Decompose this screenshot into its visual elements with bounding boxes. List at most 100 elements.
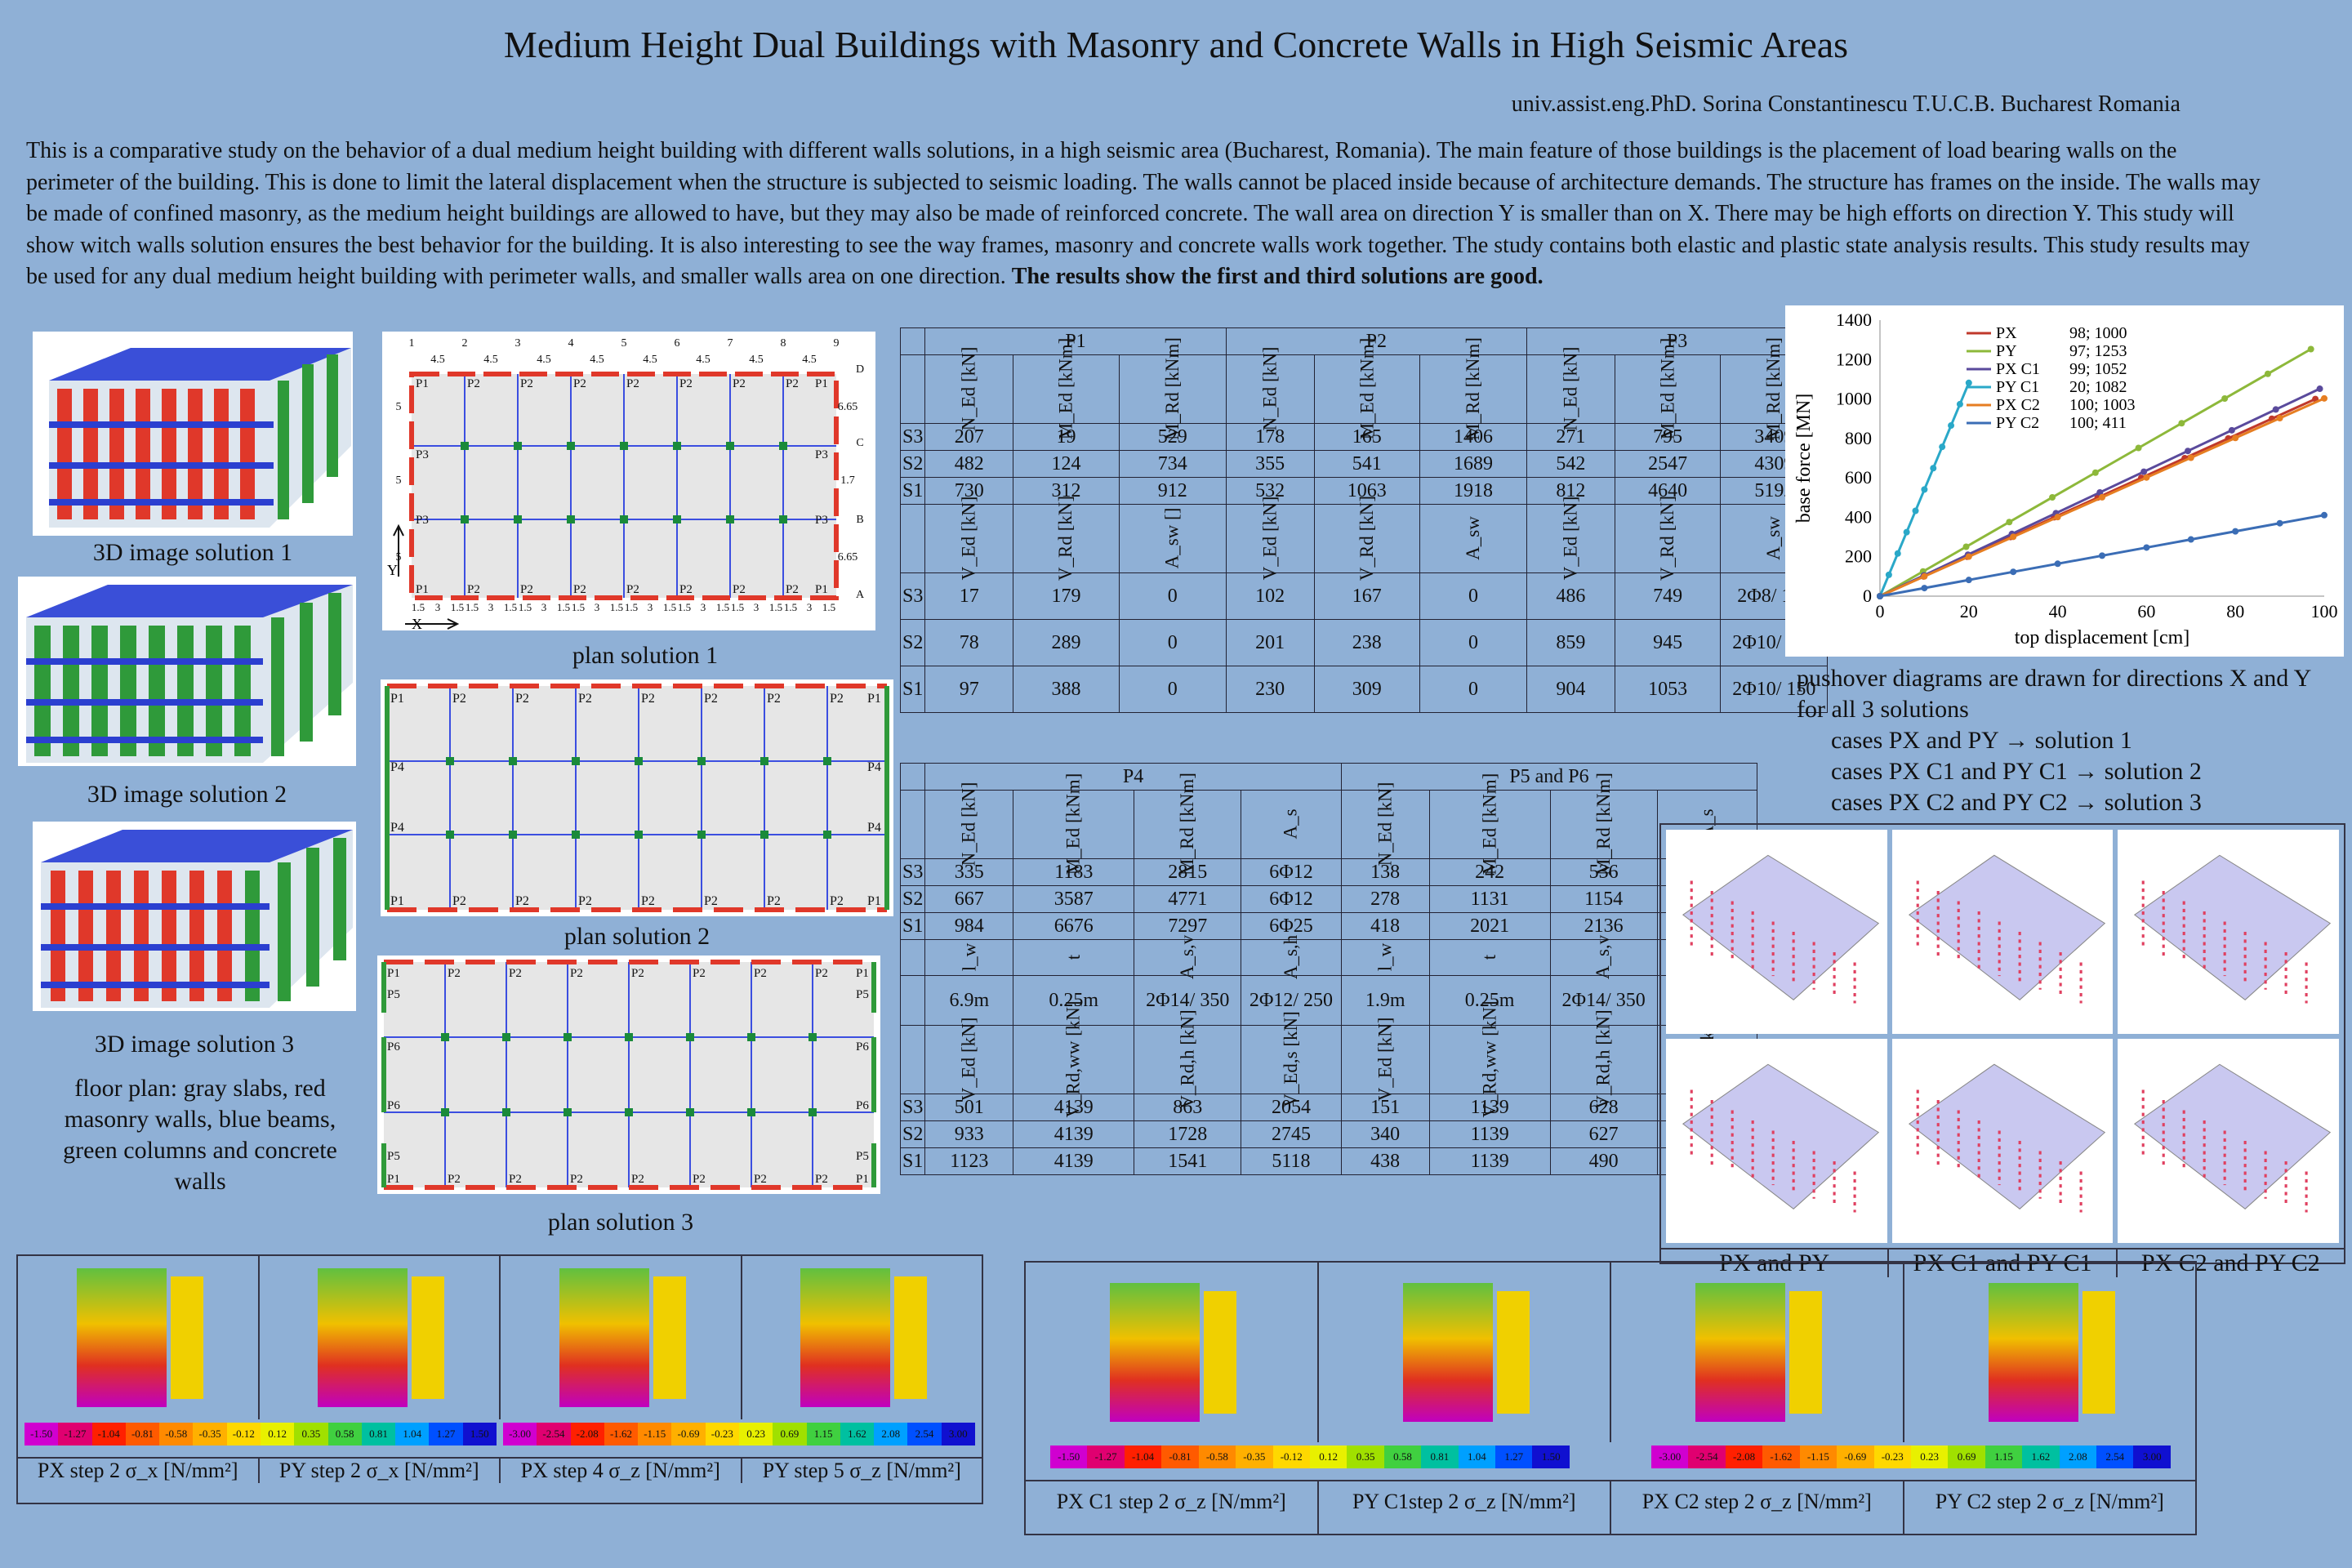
data-point: [2054, 560, 2061, 568]
scale-tick-label: 2.54: [907, 1423, 942, 1446]
data-point: [1894, 550, 1901, 557]
column-header: V_Rd [kN]: [1013, 496, 1120, 581]
plan2-p4-label: P4: [867, 821, 881, 835]
plan3-p2-label: P2: [754, 1173, 767, 1186]
stress-caption: PY C2 step 2 σ_z [N/mm²]: [1935, 1490, 2164, 1513]
table-cell: S1: [899, 477, 926, 505]
caption-3d-solution-1: 3D image solution 1: [92, 539, 293, 566]
plan1-p2-label: P2: [573, 377, 586, 390]
table-cell: 730: [924, 477, 1014, 505]
table-cell: 289: [1013, 619, 1120, 666]
hinge-model-drawing: [1682, 854, 1880, 1004]
column-header-label: A_s,v: [1177, 934, 1198, 980]
plan3-p2-label: P2: [448, 1173, 461, 1186]
plan-solution-3: P1 P1 P1 P1 P5 P5 P5 P5 P6 P6 P6 P6 P2 P…: [377, 956, 880, 1194]
plan1-dim-bottom: 1.5: [716, 601, 729, 613]
column-header: A_s,v: [1549, 935, 1658, 979]
column-header-label: V_Ed [kN]: [958, 496, 979, 581]
data-point: [1965, 577, 1972, 584]
scale-tick-label: 0.69: [773, 1423, 807, 1446]
column-header: V_Rd,h [kN]: [1134, 1009, 1242, 1109]
data-point: [1930, 465, 1937, 472]
plastic-hinge-model-image: [1666, 830, 1887, 1034]
column-header-label: V_Rd,ww [kN]: [1062, 1000, 1084, 1118]
plan1-dim-bottom: 1.5: [466, 601, 479, 613]
stress-map-image: [260, 1256, 501, 1419]
scale-tick-label: 1.15: [806, 1423, 840, 1446]
plan3-p2-label: P2: [570, 1173, 583, 1186]
plan1-p3-label: P3: [416, 448, 429, 461]
data-point: [1912, 507, 1919, 514]
plan1-dim: 4.5: [537, 354, 551, 366]
plastic-hinge-model-image: [1891, 830, 2114, 1034]
scale-tick-label: 1.62: [840, 1423, 875, 1446]
plastic-hinge-model-image: [2118, 830, 2339, 1034]
plan1-dim-bottom: 3: [488, 601, 494, 613]
table-cell: S3: [899, 423, 926, 451]
plan1-p3-label: P3: [815, 448, 828, 461]
scale-tick-label: -2.08: [1725, 1446, 1763, 1468]
x-tick-label: 100: [2311, 601, 2338, 621]
column-header-label: N_Ed [kN]: [1259, 346, 1281, 431]
plan1-p2-label: P2: [679, 377, 693, 390]
plan1-p3-label: P3: [416, 514, 429, 527]
table2-group-header: P4: [924, 763, 1342, 791]
data-point: [1877, 593, 1883, 599]
data-point: [1921, 572, 1928, 580]
legend-series-name: PX C2: [1996, 396, 2040, 414]
data-point: [2316, 385, 2323, 393]
stress-contour: [1988, 1283, 2115, 1422]
plan1-axis-label: 9: [834, 337, 840, 350]
table-cell: 734: [1118, 450, 1227, 478]
plan-solution-1: P1 P1 P1 P1 P2 P2 P2 P2 P2 P2 P2 P2 P2 P…: [382, 332, 875, 632]
column-header: N_Ed [kN]: [1225, 347, 1315, 430]
hinge-model-drawing: [2134, 1063, 2332, 1213]
data-point: [2091, 469, 2099, 476]
table1-header-row: V_Ed [kN] V_Rd [kN] A_sw [] V_Ed [kN] V_Rd […: [899, 496, 1829, 581]
table-cell: 912: [1118, 477, 1227, 505]
column-header-label: M_Rd [kNm]: [1161, 337, 1183, 440]
table-row: S293341391728274534011396272096: [899, 1120, 1758, 1148]
plan1-dim-bottom: 1.5: [625, 601, 638, 613]
legend-series-name: PX: [1996, 324, 2017, 342]
plan1-axis-label: 7: [728, 337, 733, 350]
scale-tick-label: -0.69: [671, 1423, 706, 1446]
table-cell: 933: [924, 1120, 1014, 1148]
plan2-p1-label: P1: [867, 894, 881, 908]
scale-tick-label: 2.08: [2059, 1446, 2097, 1468]
column-header-label: A_sw: [1763, 516, 1784, 560]
plan1-dim: 5: [396, 474, 402, 487]
data-point: [2264, 370, 2271, 377]
author-line: univ.assist.eng.PhD. Sorina Constantines…: [1511, 91, 2180, 117]
table-row: S2 482 124 734 355 541 1689 542 2547 4309: [899, 450, 1829, 478]
scale-tick-label: 1.50: [1532, 1446, 1570, 1468]
plan1-p2-label: P2: [520, 377, 533, 390]
color-scale: -3.00 -2.54 -2.08 -1.62 -1.15 -0.69 -0.23 0.23 0…: [1651, 1446, 2171, 1468]
table-cell: 6Φ12: [1241, 885, 1342, 913]
color-scale: -3.00 -2.54 -2.08 -1.62 -1.15 -0.69 -0.23 0.23 0…: [503, 1423, 975, 1446]
plan3-p1-label: P1: [856, 1173, 869, 1186]
hinge-caption: PX and PY: [1661, 1250, 1890, 1277]
column-header-label: l_w: [958, 942, 979, 972]
column-header: V_Rd,h [kN]: [1549, 1009, 1658, 1109]
legend-series-value: 99; 1052: [2069, 360, 2127, 378]
plan3-p6-label: P6: [387, 1040, 400, 1054]
legend-series-value: 98; 1000: [2069, 324, 2127, 342]
scale-tick-label: 1.27: [1495, 1446, 1533, 1468]
stress-caption: PX step 4 σ_z [N/mm²]: [501, 1459, 742, 1483]
plan3-p1-label: P1: [856, 967, 869, 980]
plan1-dim-bottom: 1.5: [504, 601, 517, 613]
plan2-p2-label: P2: [452, 894, 466, 908]
plan1-dim: 1.7: [840, 474, 855, 487]
table-cell: 2Φ12/ 250: [1241, 975, 1342, 1026]
table-cell: 78: [924, 619, 1014, 666]
plan1-p1-label: P1: [416, 583, 429, 596]
column-header: M_Ed [kNm]: [1313, 338, 1421, 439]
table-cell: 309: [1313, 666, 1421, 713]
table-cell: 201: [1225, 619, 1315, 666]
table-cell: 1183: [1013, 858, 1135, 886]
plan3-p5-label: P5: [387, 1150, 400, 1163]
table-cell: 536: [1549, 858, 1658, 886]
plan1-dim-bottom: 1.5: [784, 601, 797, 613]
stress-caption: PY step 5 σ_z [N/mm²]: [762, 1459, 961, 1482]
